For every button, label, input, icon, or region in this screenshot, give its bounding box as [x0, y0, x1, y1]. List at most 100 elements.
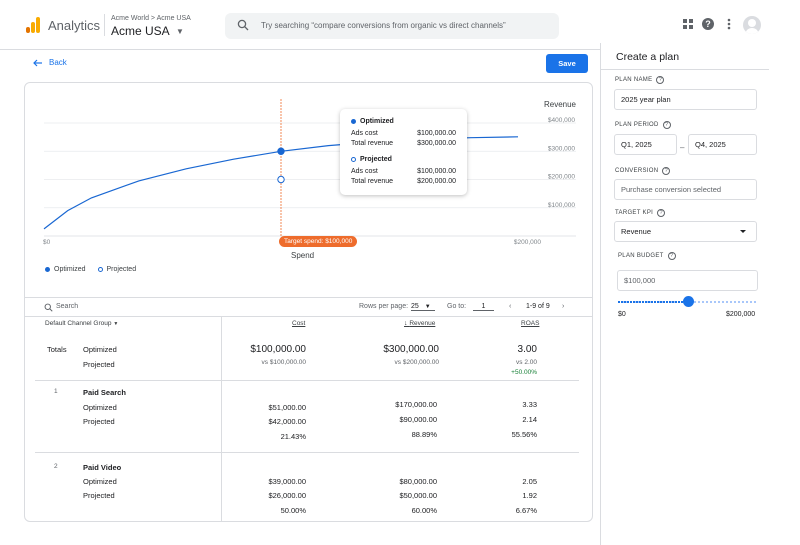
plan-budget-label: PLAN BUDGET ?: [618, 252, 676, 260]
budget-slider-handle[interactable]: [683, 296, 694, 307]
help-icon[interactable]: ?: [656, 76, 665, 84]
account-selector[interactable]: Acme USA: [111, 24, 170, 38]
target-spend-badge: Target spend: $100,000: [279, 236, 358, 247]
cell-cost-projected: $26,000.00: [268, 491, 306, 500]
legend-projected[interactable]: Projected: [97, 266, 137, 273]
table-search-input[interactable]: Search: [56, 303, 79, 310]
hollow-dot-icon: [351, 157, 356, 162]
chevron-left-icon[interactable]: ‹: [509, 303, 512, 310]
help-icon[interactable]: ?: [662, 121, 671, 129]
search-icon: [237, 19, 249, 31]
panel-divider: [601, 69, 769, 70]
conversion-field[interactable]: Purchase conversion selected: [614, 179, 757, 200]
totals-roas-vs: vs 2.00: [516, 359, 537, 366]
period-end-field[interactable]: Q4, 2025: [688, 134, 757, 155]
slider-min-label: $0: [618, 311, 626, 318]
cell-revenue-projected: $50,000.00: [399, 491, 437, 500]
legend-optimized[interactable]: Optimized: [45, 266, 86, 273]
column-header-revenue[interactable]: ↓ Revenue: [404, 320, 435, 327]
back-link[interactable]: Back: [33, 58, 67, 67]
cell-roas-optimized: 3.33: [522, 400, 537, 409]
totals-roas: 3.00: [517, 344, 537, 355]
totals-roas-change: +50.00%: [511, 369, 537, 376]
y-tick-label: $200,000: [548, 174, 575, 181]
dimension-header-label: Default Channel Group: [45, 320, 112, 327]
y-tick-label: $300,000: [548, 145, 575, 152]
plan-period-label: PLAN PERIOD ?: [615, 121, 671, 129]
row-channel-name: Paid Video: [83, 463, 122, 472]
help-icon[interactable]: ?: [657, 209, 666, 217]
row-divider: [35, 380, 579, 381]
row-projected-label: Projected: [83, 417, 115, 426]
cell-cost-change: 50.00%: [280, 506, 306, 515]
tooltip-value: $100,000.00: [417, 130, 456, 137]
chevron-right-icon[interactable]: ›: [562, 303, 565, 310]
pagination-range: 1-9 of 9: [526, 303, 550, 310]
cell-cost-optimized: $51,000.00: [268, 403, 306, 412]
column-header-roas[interactable]: ROAS: [521, 320, 540, 327]
tooltip-row: Ads cost $100,000.00: [351, 130, 456, 137]
cell-roas-projected: 1.92: [522, 491, 537, 500]
budget-slider-fill: [618, 301, 688, 303]
search-bar[interactable]: Try searching “compare conversions from …: [225, 13, 559, 39]
apps-grid-icon[interactable]: [681, 17, 695, 31]
row-index: 1: [54, 388, 58, 395]
search-icon: [44, 303, 53, 312]
field-label: PLAN NAME: [615, 77, 653, 83]
tooltip-value: $300,000.00: [417, 140, 456, 147]
legend-label: Projected: [106, 266, 137, 273]
totals-cost: $100,000.00: [250, 344, 306, 355]
period-start-field[interactable]: Q1, 2025: [614, 134, 677, 155]
cell-revenue-optimized: $170,000.00: [395, 400, 437, 409]
rows-per-page-label: Rows per page:: [359, 303, 409, 310]
tooltip-row: Total revenue $300,000.00: [351, 140, 456, 147]
row-index: 2: [54, 463, 58, 470]
tooltip-row: Total revenue $200,000.00: [351, 178, 456, 185]
help-icon[interactable]: ?: [667, 252, 676, 260]
cell-roas-projected: 2.14: [522, 415, 537, 424]
cell-roas-optimized: 2.05: [522, 477, 537, 486]
save-button[interactable]: Save: [546, 54, 588, 73]
goto-input[interactable]: 1: [473, 303, 494, 311]
plan-name-field[interactable]: 2025 year plan: [614, 89, 757, 110]
search-placeholder: Try searching “compare conversions from …: [261, 21, 506, 30]
rows-per-page-select[interactable]: 25 ▼: [411, 303, 435, 311]
x-tick-label: $200,000: [514, 239, 541, 246]
avatar[interactable]: [743, 16, 761, 34]
field-label: PLAN PERIOD: [615, 122, 659, 128]
totals-revenue: $300,000.00: [383, 344, 439, 355]
plan-budget-field[interactable]: $100,000: [617, 270, 758, 291]
tooltip-label: Total revenue: [351, 178, 394, 185]
y-axis-title: Revenue: [544, 100, 577, 109]
optimized-point: [277, 147, 285, 155]
totals-projected-label: Projected: [83, 360, 115, 369]
y-tick-label: $100,000: [548, 202, 575, 209]
cell-revenue-change: 60.00%: [411, 506, 437, 515]
help-icon[interactable]: ?: [662, 167, 671, 175]
totals-label: Totals: [47, 345, 67, 354]
more-vert-icon[interactable]: [722, 17, 736, 31]
cell-cost-optimized: $39,000.00: [268, 477, 306, 486]
dropdown-caret-icon: ▼: [113, 321, 119, 327]
cell-roas-change: 55.56%: [511, 430, 537, 439]
arrow-back-icon: [33, 59, 42, 66]
help-icon[interactable]: ?: [701, 17, 715, 31]
totals-revenue-vs: vs $200,000.00: [394, 359, 439, 366]
tooltip-optimized-title: Optimized: [351, 118, 394, 125]
chevron-down-icon[interactable]: ▼: [176, 27, 184, 36]
tooltip-title: Optimized: [360, 118, 394, 125]
target-kpi-select[interactable]: Revenue: [614, 221, 757, 242]
svg-text:?: ?: [705, 19, 711, 29]
tooltip-label: Ads cost: [351, 130, 378, 137]
analytics-logo-icon[interactable]: [26, 17, 40, 33]
column-header-cost[interactable]: Cost: [292, 320, 306, 327]
tooltip-projected-title: Projected: [351, 156, 392, 163]
filled-dot-icon: [45, 267, 50, 272]
legend-label: Optimized: [54, 266, 86, 273]
dropdown-caret-icon: [740, 230, 746, 233]
breadcrumb[interactable]: Acme World > Acme USA: [111, 15, 191, 22]
cell-revenue-change: 88.89%: [411, 430, 437, 439]
dimension-header[interactable]: Default Channel Group ▼: [45, 320, 118, 327]
chart-legend: Optimized Projected: [45, 266, 136, 273]
tooltip-row: Ads cost $100,000.00: [351, 168, 456, 175]
